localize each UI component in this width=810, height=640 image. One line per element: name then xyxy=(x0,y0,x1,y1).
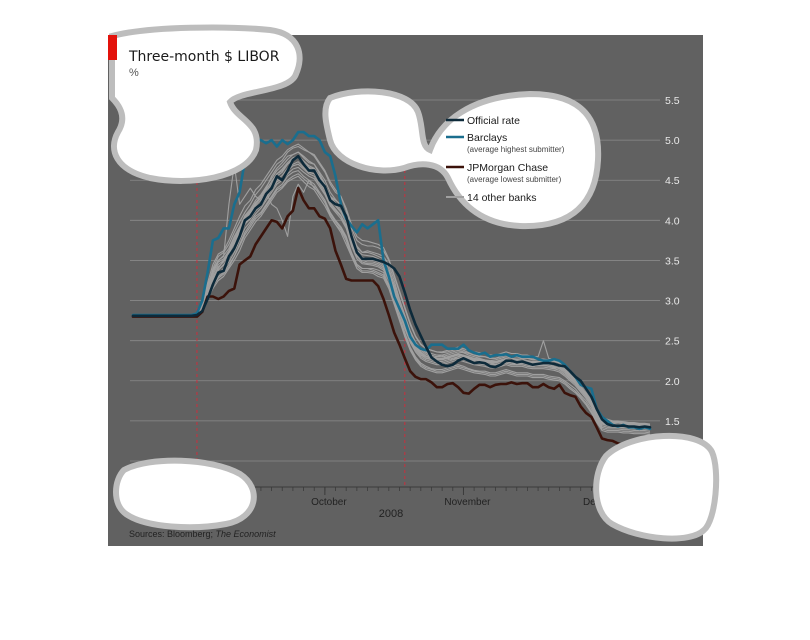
source-note: Sources: Bloomberg; The Economist xyxy=(129,529,276,539)
y-tick-label: 4.5 xyxy=(665,175,680,187)
brand-mark xyxy=(108,35,117,60)
unit-label: % xyxy=(129,67,139,79)
y-tick-label: 2.0 xyxy=(665,376,680,388)
series-line-jpmorgan-chase xyxy=(131,186,652,450)
legend-label-jpmorgan-chase: JPMorgan Chase xyxy=(467,162,548,174)
y-tick-label: 3.0 xyxy=(665,296,680,308)
chart-title: Three-month $ LIBOR xyxy=(128,49,280,65)
september-blob xyxy=(113,457,257,531)
other-bank-line xyxy=(133,151,651,428)
barclays-blob xyxy=(322,88,602,230)
highlight-blobs xyxy=(109,24,720,542)
legend-label-14-other-banks: 14 other banks xyxy=(467,192,536,204)
main-series-lines xyxy=(131,130,652,450)
legend-sublabel-barclays: (average highest submitter) xyxy=(467,145,565,154)
december-blob xyxy=(593,433,720,542)
series-line-barclays xyxy=(131,130,652,431)
other-bank-line xyxy=(133,175,651,436)
other-bank-line xyxy=(133,173,651,434)
title-blob xyxy=(109,24,303,184)
series-line-official-rate xyxy=(131,154,652,429)
legend: Official rate Barclays(average highest su… xyxy=(446,115,565,204)
source-publication: The Economist xyxy=(216,529,277,539)
y-tick-label: 2.5 xyxy=(665,336,680,348)
y-tick-label: 4.0 xyxy=(665,215,680,227)
y-tick-label: 5.5 xyxy=(665,95,680,107)
legend-label-official-rate: Official rate xyxy=(467,115,520,127)
y-tick-label: 3.5 xyxy=(665,255,680,267)
y-tick-label: 1.5 xyxy=(665,416,680,428)
other-bank-line xyxy=(133,157,651,428)
y-tick-label: 5.0 xyxy=(665,135,680,147)
year-label: 2008 xyxy=(379,508,403,520)
legend-sublabel-jpmorgan-chase: (average lowest submitter) xyxy=(467,175,562,184)
x-tick-label: November xyxy=(444,497,491,508)
legend-label-barclays: Barclays xyxy=(467,132,507,144)
source-prefix: Sources: Bloomberg; xyxy=(129,529,216,539)
x-tick-label: October xyxy=(311,497,347,508)
